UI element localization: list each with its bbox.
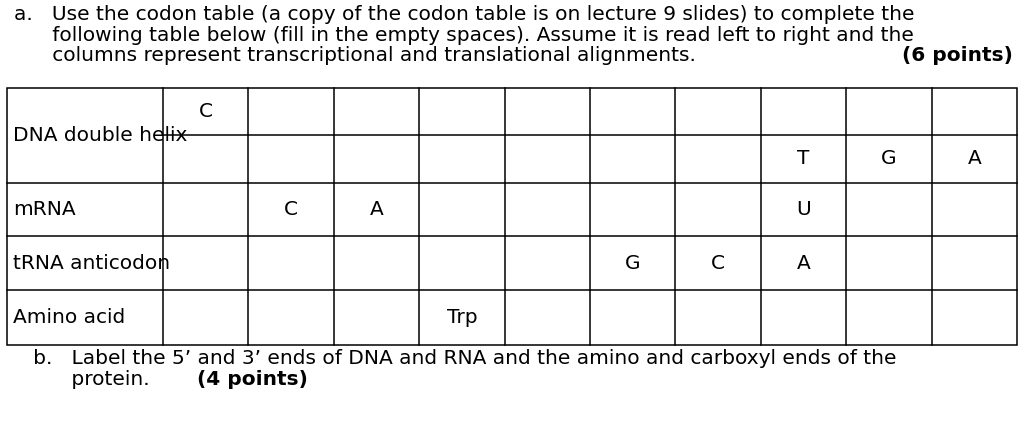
Text: A: A bbox=[968, 150, 981, 168]
Text: DNA double helix: DNA double helix bbox=[13, 126, 187, 145]
Text: columns represent transcriptional and translational alignments.: columns represent transcriptional and tr… bbox=[14, 46, 702, 65]
Text: T: T bbox=[798, 150, 810, 168]
Text: tRNA anticodon: tRNA anticodon bbox=[13, 254, 170, 273]
Text: G: G bbox=[625, 254, 640, 273]
Bar bbox=[7, 88, 1017, 345]
Text: (4 points): (4 points) bbox=[198, 370, 308, 388]
Text: C: C bbox=[199, 102, 213, 121]
Text: mRNA: mRNA bbox=[13, 200, 76, 219]
Text: Amino acid: Amino acid bbox=[13, 308, 125, 327]
Text: (6 points): (6 points) bbox=[902, 46, 1013, 65]
Text: Trp: Trp bbox=[446, 308, 477, 327]
Text: b.   Label the 5’ and 3’ ends of DNA and RNA and the amino and carboxyl ends of : b. Label the 5’ and 3’ ends of DNA and R… bbox=[14, 349, 896, 368]
Text: C: C bbox=[711, 254, 725, 273]
Text: following table below (fill in the empty spaces). Assume it is read left to righ: following table below (fill in the empty… bbox=[14, 26, 913, 44]
Text: U: U bbox=[796, 200, 811, 219]
Text: protein.: protein. bbox=[14, 370, 156, 388]
Text: G: G bbox=[881, 150, 897, 168]
Text: a.   Use the codon table (a copy of the codon table is on lecture 9 slides) to c: a. Use the codon table (a copy of the co… bbox=[14, 5, 914, 24]
Text: C: C bbox=[284, 200, 298, 219]
Text: A: A bbox=[797, 254, 810, 273]
Text: A: A bbox=[370, 200, 383, 219]
